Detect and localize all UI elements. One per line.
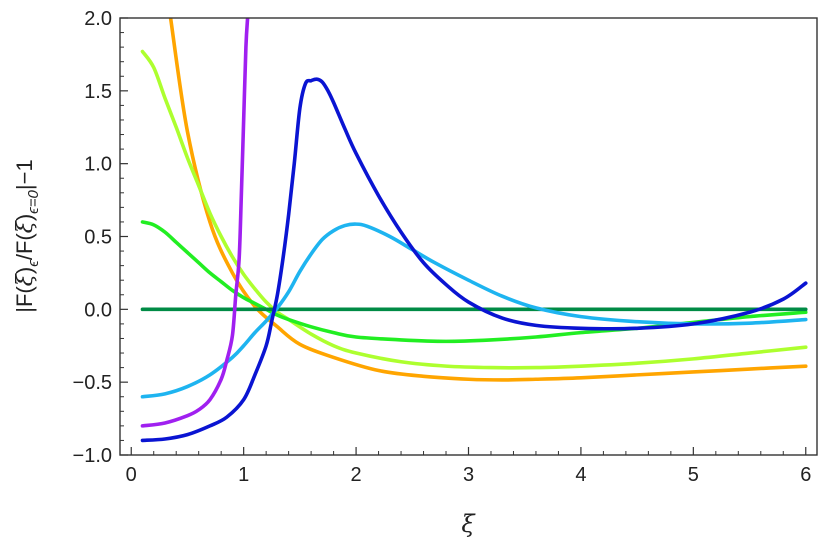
ylabel-bar-close: |−1 — [12, 159, 37, 190]
y-tick-label: 1.5 — [84, 81, 112, 103]
ylabel-close-1: ) — [12, 267, 37, 274]
ylabel-close-2: ) — [12, 214, 37, 221]
ylabel-slash: /F( — [12, 233, 37, 261]
plot-area — [140, 18, 808, 443]
x-tick-label: 4 — [575, 464, 586, 486]
ylabel-sub-eps: ϵ — [25, 260, 42, 267]
ylabel-sub-eps0: ϵ=0 — [25, 189, 42, 213]
y-tick-label: 2.0 — [84, 8, 112, 30]
x-tick-label: 3 — [463, 464, 474, 486]
series-line-1 — [168, 18, 808, 382]
y-tick-label: 0.5 — [84, 227, 112, 249]
ylabel-xi-2: ξ — [13, 219, 38, 233]
series-line-5 — [140, 222, 808, 399]
series-line-3 — [140, 220, 808, 344]
x-axis-label: ξ — [461, 510, 476, 538]
x-tick-label: 2 — [351, 464, 362, 486]
x-tick-label: 1 — [238, 464, 249, 486]
series-line-6 — [140, 18, 250, 428]
axes-frame — [119, 17, 818, 456]
y-tick-label: 1.0 — [84, 154, 112, 176]
y-tick-label: −1.0 — [73, 445, 112, 467]
x-tick-label: 0 — [126, 464, 137, 486]
ylabel-xi-1: ξ — [13, 272, 38, 286]
x-tick-label: 6 — [800, 464, 811, 486]
y-axis-label: |F(ξ)ϵ/F(ξ)ϵ=0|−1 — [12, 159, 42, 312]
y-tick-label: −0.5 — [73, 372, 112, 394]
ticks-layer: 0 1 2 3 4 5 6 −1.0 −0.5 0.0 0.5 1.0 1.5 2.0 — [73, 8, 812, 486]
series-layer — [140, 18, 808, 443]
series-line-7 — [140, 77, 808, 443]
ylabel-bar-open: |F( — [12, 286, 37, 313]
y-tick-label: 0.0 — [84, 299, 112, 321]
x-tick-label: 5 — [688, 464, 699, 486]
